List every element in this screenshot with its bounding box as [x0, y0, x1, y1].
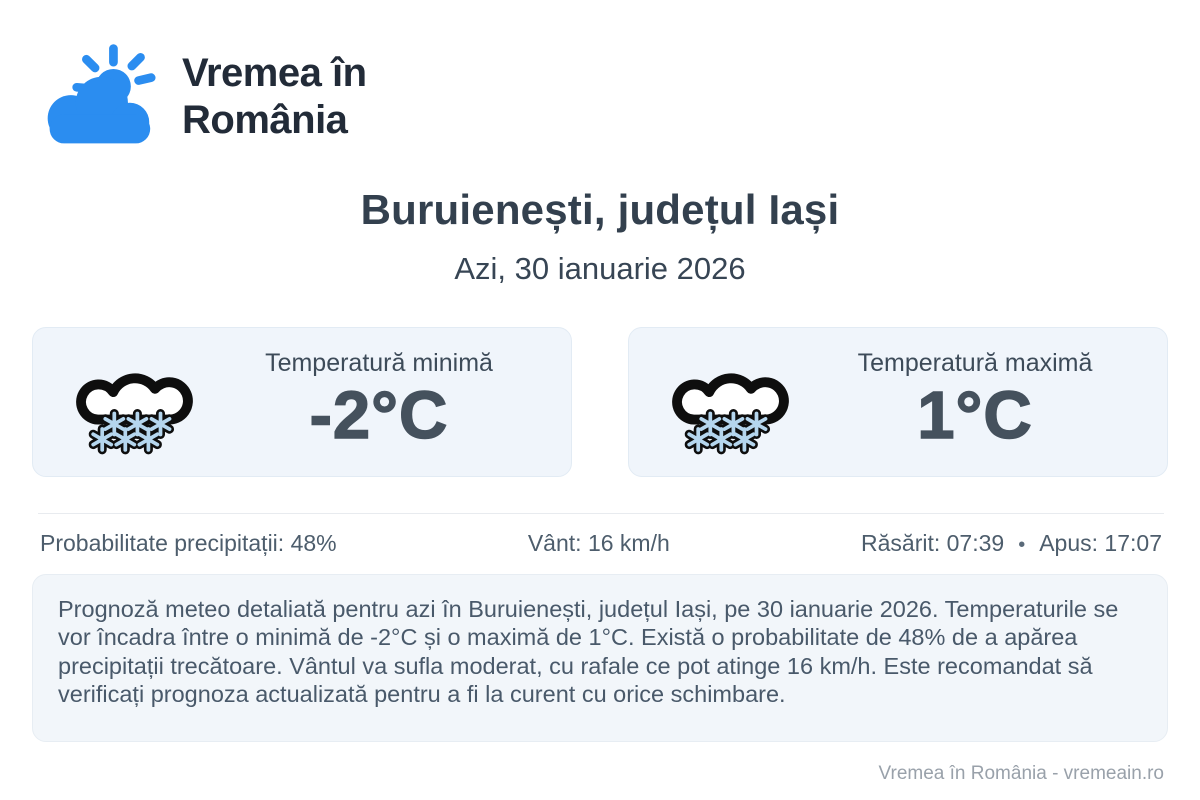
- weather-stats-row: Probabilitate precipitații: 48% Vânt: 16…: [38, 513, 1164, 569]
- site-name-line1: Vremea în: [182, 51, 367, 96]
- min-temperature-value: -2°C: [309, 377, 449, 453]
- page-date: Azi, 30 ianuarie 2026: [454, 251, 746, 286]
- site-name-line2: România: [182, 98, 348, 142]
- bullet-separator: •: [1018, 534, 1026, 556]
- max-temperature-label: Temperatură maximă: [857, 348, 1093, 377]
- sun-cloud-icon: [47, 44, 156, 144]
- site-name: Vremea în România: [182, 50, 367, 144]
- min-temperature-label: Temperatură minimă: [265, 348, 493, 377]
- snow-cloud-icon: [672, 373, 789, 460]
- page-title: Buruienești, județul Iași: [360, 186, 840, 233]
- footer-credit-link[interactable]: Vremea în România - vremeain.ro: [878, 763, 1164, 784]
- max-temperature-text: Temperatură maximă 1°C: [795, 348, 1155, 453]
- forecast-summary: Prognoză meteo detaliată pentru azi în B…: [32, 574, 1168, 742]
- wind-stat: Vânt: 16 km/h: [527, 530, 670, 556]
- max-temperature-card: Temperatură maximă 1°C: [628, 327, 1168, 477]
- precipitation-stat: Probabilitate precipitații: 48%: [40, 530, 337, 556]
- max-temperature-value: 1°C: [917, 377, 1033, 453]
- min-temperature-text: Temperatură minimă -2°C: [199, 348, 559, 453]
- weather-page: Vremea în România Buruienești, județul I…: [32, 0, 1168, 742]
- min-temperature-card: Temperatură minimă -2°C: [32, 327, 572, 477]
- sun-times-stat: Răsărit: 07:39 • Apus: 17:07: [861, 530, 1162, 557]
- temperature-cards: Temperatură minimă -2°C Temperatură maxi…: [32, 327, 1168, 477]
- sunrise-stat: Răsărit: 07:39: [861, 530, 1005, 556]
- sunset-stat: Apus: 17:07: [1039, 530, 1162, 556]
- site-logo: Vremea în România: [38, 0, 1168, 152]
- snow-cloud-icon: [76, 373, 193, 460]
